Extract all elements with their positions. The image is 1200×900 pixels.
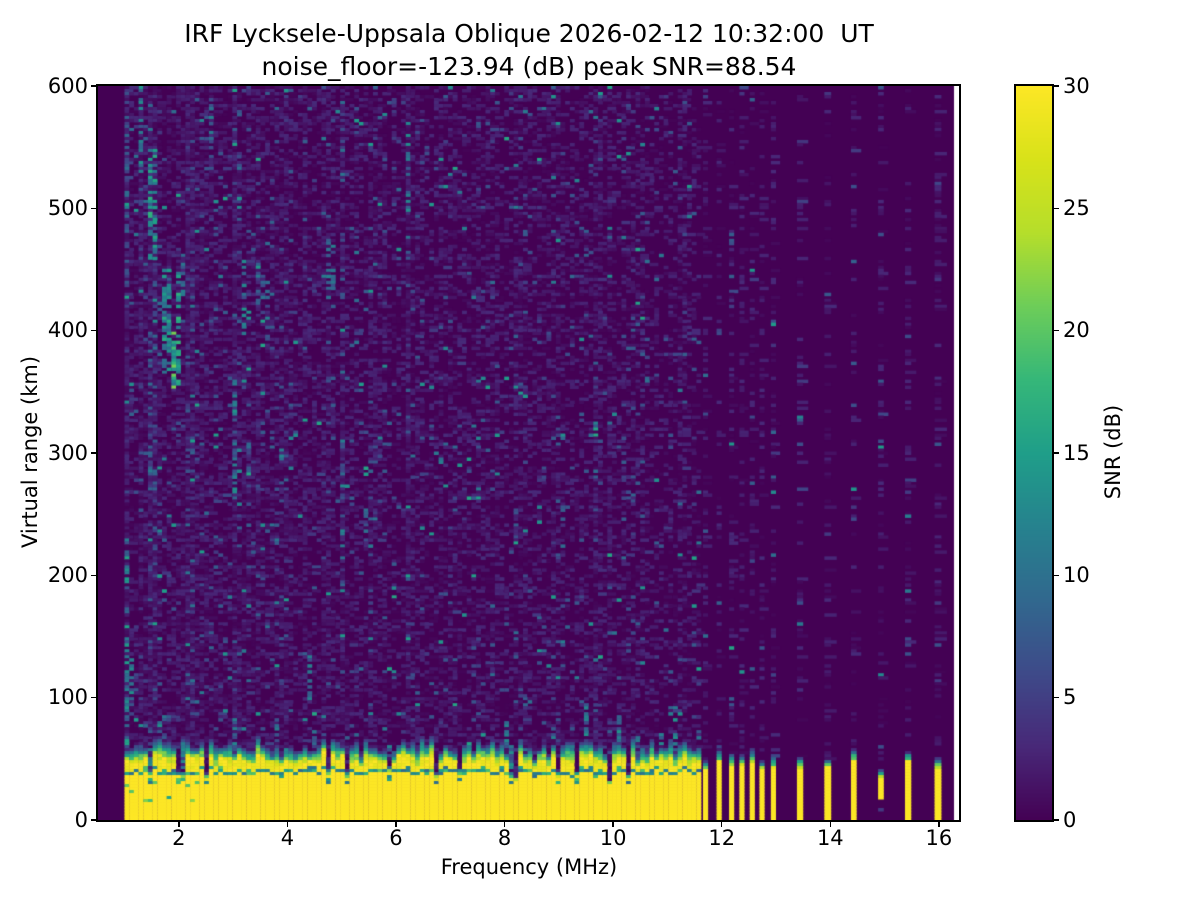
y-tick-label: 500 (47, 195, 88, 220)
colorbar-tick-mark (1054, 452, 1059, 454)
plot-frame (96, 84, 961, 822)
colorbar-tick-label: 20 (1063, 318, 1090, 343)
plot-title-line2: noise_floor=-123.94 (dB) peak SNR=88.54 (261, 52, 797, 81)
x-tick-mark (720, 822, 723, 827)
x-tick-mark (612, 822, 614, 827)
y-tick-mark (91, 207, 96, 210)
x-tick-label: 8 (497, 826, 512, 850)
ionogram-heatmap-canvas (98, 86, 959, 820)
y-tick-label: 300 (47, 440, 88, 465)
colorbar-tick-mark (1054, 819, 1059, 821)
x-tick-mark (178, 822, 180, 827)
colorbar-tick-mark (1054, 574, 1059, 577)
x-axis-label: Frequency (MHz) (440, 855, 618, 879)
x-tick-mark (286, 822, 289, 827)
y-tick-mark (91, 452, 96, 454)
y-tick-label: 600 (47, 73, 88, 98)
x-tick-label: 12 (708, 826, 736, 850)
x-tick-mark (503, 822, 506, 827)
x-tick-label: 2 (172, 826, 186, 850)
colorbar-tick-mark (1054, 207, 1059, 210)
x-tick-label: 16 (925, 826, 953, 850)
colorbar-tick-label: 5 (1063, 685, 1077, 710)
y-tick-mark (91, 85, 96, 87)
y-tick-label: 0 (74, 807, 88, 832)
x-tick-mark (395, 822, 397, 827)
colorbar-tick-mark (1054, 85, 1059, 87)
colorbar-gradient (1016, 86, 1052, 820)
x-tick-mark (829, 822, 832, 827)
colorbar-tick-label: 0 (1063, 807, 1077, 832)
colorbar-tick-mark (1054, 696, 1059, 699)
y-tick-mark (91, 819, 96, 821)
colorbar-label: SNR (dB) (1101, 404, 1125, 500)
colorbar-tick-label: 15 (1063, 440, 1090, 465)
y-tick-label: 200 (47, 562, 88, 587)
y-tick-mark (91, 574, 96, 577)
plot-title-line1: IRF Lycksele-Uppsala Oblique 2026-02-12 … (184, 19, 874, 48)
colorbar-tick-mark (1054, 329, 1059, 332)
y-tick-mark (91, 329, 96, 332)
x-tick-label: 14 (816, 826, 844, 850)
colorbar-tick-label: 30 (1063, 73, 1090, 98)
y-tick-label: 400 (47, 318, 88, 343)
colorbar-tick-label: 25 (1063, 195, 1090, 220)
y-tick-mark (91, 696, 96, 699)
y-tick-label: 100 (47, 685, 88, 710)
x-tick-label: 10 (599, 826, 627, 850)
x-tick-label: 6 (389, 826, 403, 850)
x-tick-mark (938, 822, 940, 827)
colorbar-tick-label: 10 (1063, 562, 1090, 587)
colorbar-frame (1014, 84, 1054, 822)
x-tick-label: 4 (280, 826, 295, 850)
